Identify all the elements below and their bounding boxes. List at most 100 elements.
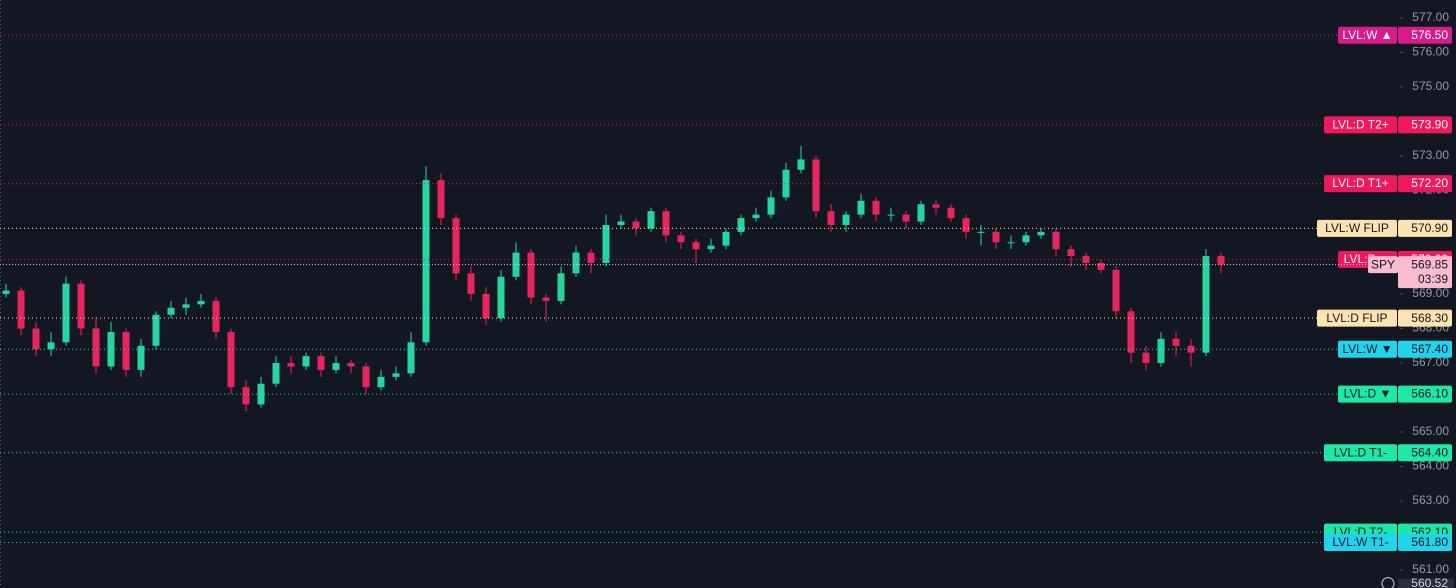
candle-body [1007, 242, 1015, 244]
candle-body [497, 276, 505, 319]
level-name: LVL:W ▲ [1342, 28, 1392, 42]
candle-body [242, 387, 250, 405]
candle-body [542, 297, 550, 301]
level-value-label: 566.10 [1411, 387, 1448, 401]
candle-body [452, 218, 460, 274]
candle-body [647, 211, 655, 229]
level-name: LVL:W FLIP [1325, 221, 1389, 235]
candle-body [1157, 338, 1165, 364]
level-name-box [1338, 385, 1397, 403]
candle-body [722, 231, 730, 246]
y-tick-label: 576.00 [1412, 45, 1449, 59]
level-value-box [1398, 116, 1452, 134]
level-value-label: 567.40 [1411, 342, 1448, 356]
y-tick-label: 561.00 [1412, 562, 1449, 576]
candle-body [947, 207, 955, 219]
level-value-label: 561.80 [1411, 535, 1448, 549]
crosshair-plus-icon [1381, 577, 1395, 588]
candle-body [767, 197, 775, 215]
candle-body [407, 342, 415, 374]
level-value-box [1398, 533, 1452, 551]
candle-body [392, 373, 400, 377]
level-name-box [1324, 175, 1397, 193]
candle-body [692, 242, 700, 250]
level-name: LVL:D ▼ [1344, 387, 1392, 401]
candle-body [2, 290, 10, 294]
candle-body [677, 235, 685, 243]
level-name-box [1324, 444, 1397, 462]
candle-body [932, 204, 940, 208]
level-name: LVL:D FLIP [1326, 311, 1387, 325]
level-value-box [1398, 26, 1452, 44]
crosshair-box [1398, 578, 1454, 588]
y-tick-label: 564.00 [1412, 459, 1449, 473]
candle-body [197, 300, 205, 305]
candle-body [152, 314, 160, 346]
countdown-label: 03:39 [1418, 272, 1448, 286]
level-name-box [1324, 116, 1397, 134]
candle-body [122, 331, 130, 370]
y-tick-label: 577.00 [1412, 10, 1449, 24]
candle-body [752, 214, 760, 219]
candle-body [1172, 338, 1180, 346]
y-tick-label: 563.00 [1412, 493, 1449, 507]
y-tick-label: 565.00 [1412, 424, 1449, 438]
y-tick-label: 575.00 [1412, 79, 1449, 93]
level-name: LVL:W ▼ [1342, 342, 1392, 356]
candle-body [137, 345, 145, 370]
y-tick-label: 567.00 [1412, 355, 1449, 369]
symbol-label: SPY [1371, 257, 1395, 271]
candle-body [977, 231, 985, 233]
candle-body [92, 328, 100, 367]
candle-body [437, 180, 445, 219]
candle-body [992, 231, 1000, 243]
candle-body [1142, 352, 1150, 364]
candle-body [887, 214, 895, 216]
candle-body [797, 159, 805, 170]
candle-body [317, 356, 325, 370]
candle-body [812, 159, 820, 212]
level-value-box [1398, 385, 1452, 403]
level-value-label: 576.50 [1411, 28, 1448, 42]
candle-body [17, 290, 25, 329]
candle-body [467, 273, 475, 294]
candle-body [917, 204, 925, 222]
candle-body [422, 180, 430, 343]
candle-body [1127, 311, 1135, 353]
level-name: LVL:D T1+ [1332, 176, 1389, 190]
candle-body [527, 252, 535, 298]
level-value-box [1398, 444, 1452, 462]
candle-body [182, 304, 190, 308]
candle-body [77, 283, 85, 329]
candle-body [1202, 256, 1210, 353]
candle-body [1067, 249, 1075, 257]
candle-body [572, 252, 580, 274]
candle-body [632, 221, 640, 229]
candle-body [587, 252, 595, 263]
candle-body [557, 273, 565, 301]
candle-body [227, 331, 235, 388]
candle-body [32, 328, 40, 350]
level-name: LVL:D T1- [1334, 445, 1388, 459]
candle-body [47, 342, 55, 350]
candle-body [602, 224, 610, 263]
level-value-label: 570.90 [1411, 221, 1448, 235]
candle-body [347, 363, 355, 367]
level-name-box [1317, 219, 1397, 237]
candle-body [1112, 269, 1120, 312]
candle-body [1187, 345, 1195, 353]
y-tick-label: 569.00 [1412, 286, 1449, 300]
level-value-label: 573.90 [1411, 118, 1448, 132]
level-value-label: 568.30 [1411, 311, 1448, 325]
candle-body [1022, 235, 1030, 243]
candle-body [707, 245, 715, 250]
level-value-label: 564.40 [1411, 445, 1448, 459]
level-value-box [1398, 309, 1452, 327]
level-value-box [1398, 175, 1452, 193]
level-name-box [1338, 26, 1397, 44]
candle-body [362, 366, 370, 388]
last-price-box [1398, 256, 1452, 289]
